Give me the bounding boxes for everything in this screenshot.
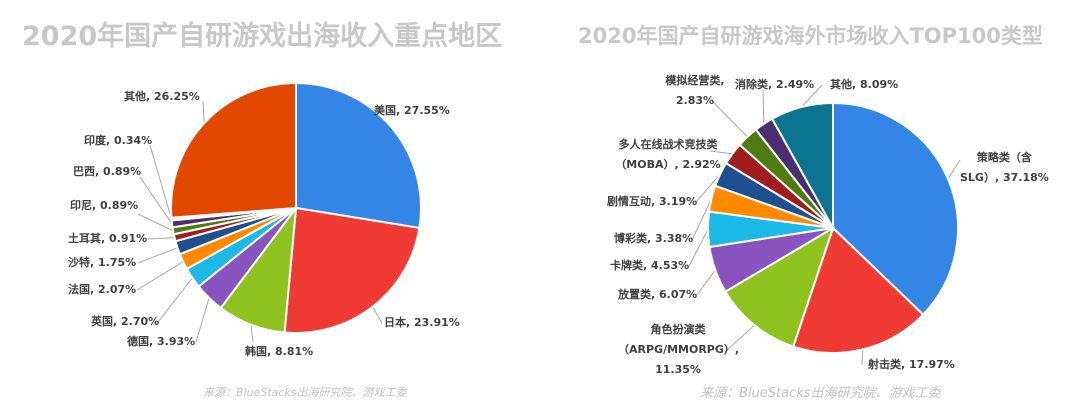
data-label-card: 卡牌类, 4.53% <box>610 259 690 272</box>
leader-line <box>137 247 178 264</box>
label-line: SLG）, 37.18% <box>960 171 1049 184</box>
label-line: 2.83% <box>675 94 715 107</box>
leader-line <box>724 324 755 353</box>
data-label-gambling: 博彩类, 3.38% <box>614 232 694 245</box>
leader-line <box>687 229 709 269</box>
leader-line <box>136 261 184 291</box>
data-label-other-genre: 其他, 8.09% <box>830 78 899 91</box>
data-label-match3: 消除类, 2.49% <box>735 78 815 91</box>
leader-line <box>157 277 193 323</box>
leader-line <box>250 324 254 343</box>
data-label-idle: 放置类, 6.07% <box>618 288 698 301</box>
leader-line <box>691 198 712 241</box>
data-label-other: 其他, 26.25% <box>124 90 200 103</box>
data-label-simulation: 模拟经营类, 2.83% <box>660 71 730 111</box>
data-label-japan: 日本, 23.91% <box>384 316 460 329</box>
data-label-story: 剧情互动, 3.19% <box>607 195 698 208</box>
pie-slice-11 <box>170 81 297 219</box>
left-chart-title: 2020年国产自研游戏出海收入重点地区 <box>22 21 503 52</box>
leader-line <box>147 237 175 240</box>
leader-line <box>861 349 864 366</box>
label-line: 11.35% <box>655 363 701 376</box>
leader-line <box>762 89 765 124</box>
label-line: 模拟经营类, <box>665 74 725 87</box>
pie-slice-10 <box>770 101 834 232</box>
leader-line <box>202 101 205 124</box>
data-label-india: 印度, 0.34% <box>84 134 153 147</box>
right-source-note: 来源：BlueStacks出海研究院、游戏工委 <box>700 386 941 401</box>
pie-slice-1 <box>791 226 925 354</box>
data-label-germany: 德国, 3.93% <box>127 335 196 348</box>
pie-slice-2 <box>724 225 835 348</box>
label-line: 多人在线战术竞技类 <box>618 138 718 151</box>
leader-line <box>137 213 174 232</box>
leader-line <box>947 159 961 180</box>
label-line: （MOBA）, 2.92% <box>615 158 721 171</box>
leader-line <box>709 150 733 155</box>
leader-line <box>801 84 823 108</box>
leader-line <box>149 144 172 220</box>
data-label-korea: 韩国, 8.81% <box>245 345 314 358</box>
data-label-turkey: 土耳其, 0.91% <box>68 232 148 245</box>
leader-line <box>139 176 173 225</box>
data-label-moba: 多人在线战术竞技类 （MOBA）, 2.92% <box>603 135 733 175</box>
data-label-saudi: 沙特, 1.75% <box>68 256 137 269</box>
label-line: 角色扮演类 <box>650 323 706 336</box>
leader-line <box>696 269 716 296</box>
leader-line <box>695 173 721 203</box>
data-label-strategy: 策略类（含 SLG）, 37.18% <box>960 148 1049 188</box>
data-label-indonesia: 印尼, 0.89% <box>70 199 139 212</box>
right-chart-title: 2020年国产自研游戏海外市场收入TOP100类型 <box>578 24 1043 48</box>
leader-line <box>195 297 210 343</box>
left-source-note: 来源：BlueStacks出海研究院、游戏工委 <box>203 386 407 399</box>
leader-line <box>372 306 383 324</box>
data-label-uk: 英国, 2.70% <box>91 315 160 328</box>
leader-line <box>711 100 748 138</box>
label-line: 策略类（含 <box>976 151 1032 164</box>
pie-slice-0 <box>295 81 422 230</box>
data-label-brazil: 巴西, 0.89% <box>73 165 142 178</box>
data-label-france: 法国, 2.07% <box>68 283 137 296</box>
label-line: （ARPG/MMORPG）, <box>618 343 740 356</box>
pie-slice-1 <box>283 206 421 334</box>
pie-slice-0 <box>832 101 959 317</box>
data-label-shooter: 射击类, 17.97% <box>868 358 955 371</box>
data-label-rpg: 角色扮演类 （ARPG/MMORPG）, 11.35% <box>618 320 740 380</box>
data-label-usa: 美国, 27.55% <box>374 104 450 117</box>
